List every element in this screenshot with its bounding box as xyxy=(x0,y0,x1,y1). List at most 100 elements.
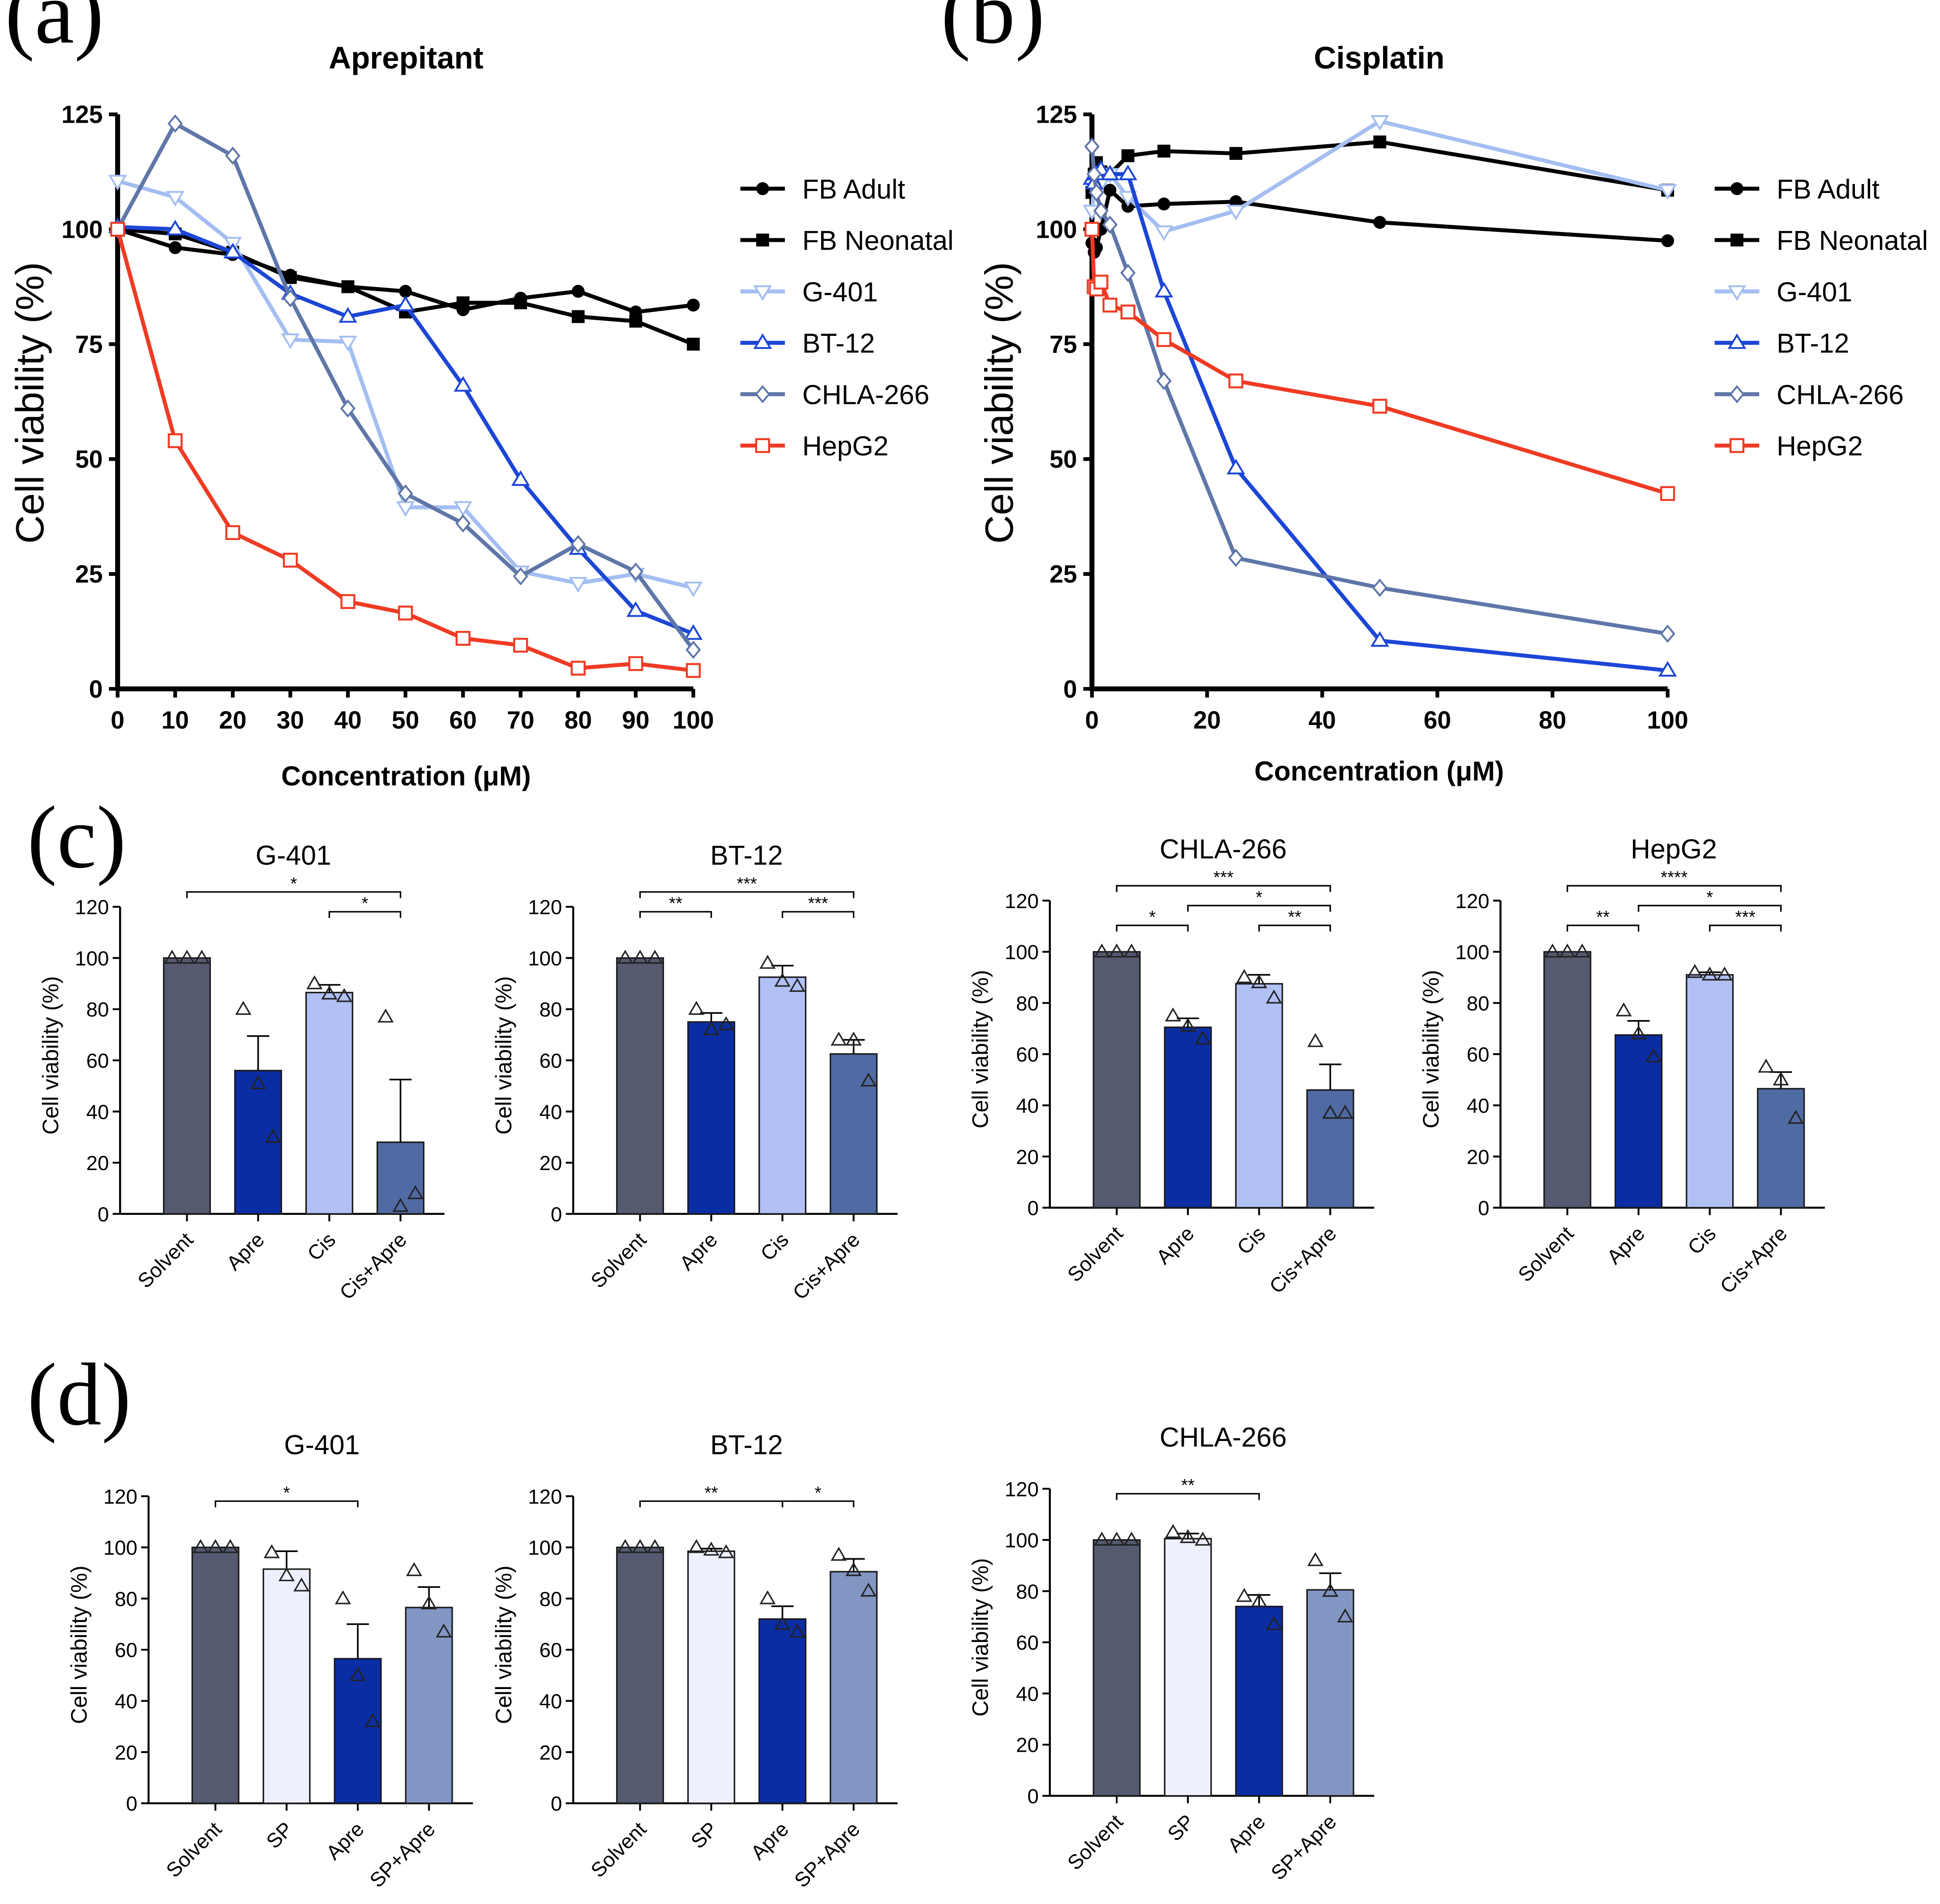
bar-sp xyxy=(262,1568,311,1804)
x-tick-label: SP xyxy=(262,1818,297,1853)
x-tick-label: Solvent xyxy=(1063,1222,1127,1286)
significance-label: * xyxy=(815,1484,822,1503)
significance-label: **** xyxy=(1661,868,1687,888)
significance-label: *** xyxy=(737,874,757,893)
data-point xyxy=(1156,332,1172,347)
legend-item: FB Adult xyxy=(740,174,905,204)
replicate-point xyxy=(265,1128,281,1143)
data-point xyxy=(1118,164,1138,180)
data-point xyxy=(283,289,298,308)
y-tick-label: 50 xyxy=(1049,446,1077,473)
significance-label: * xyxy=(1149,908,1156,927)
significance-label: * xyxy=(1706,888,1713,907)
replicate-point xyxy=(1251,974,1268,988)
data-point xyxy=(570,660,586,676)
x-tick-label: Solvent xyxy=(162,1818,226,1882)
data-point xyxy=(1226,205,1246,221)
series-group xyxy=(1083,115,1677,677)
data-point xyxy=(569,577,588,593)
panel-letter-c: (c) xyxy=(27,789,126,887)
significance-bracket xyxy=(186,891,402,898)
y-tick-label: 75 xyxy=(1049,330,1077,358)
replicate-point xyxy=(617,1539,634,1553)
replicate-point xyxy=(1544,943,1561,958)
data-point xyxy=(338,335,357,352)
legend-marker xyxy=(753,285,772,301)
y-tick-label: 120 xyxy=(75,896,109,919)
x-tick-label: 20 xyxy=(1193,706,1221,734)
x-tick-label: 10 xyxy=(162,706,189,734)
y-axis-label: Cell viability (%) xyxy=(1418,970,1443,1128)
data-point xyxy=(1372,399,1388,414)
x-tick-label: Solvent xyxy=(587,1228,651,1292)
legend-item: BT-12 xyxy=(740,328,875,359)
replicate-point xyxy=(789,978,805,992)
x-tick-label: 40 xyxy=(334,706,362,734)
replicate-point xyxy=(364,1713,381,1727)
data-point xyxy=(340,399,356,418)
data-point xyxy=(1120,304,1135,320)
data-point xyxy=(167,433,183,448)
chart-title: BT-12 xyxy=(710,840,783,871)
data-point xyxy=(571,310,585,323)
x-tick-label: 100 xyxy=(1647,706,1688,734)
data-point xyxy=(167,114,183,133)
replicate-point xyxy=(617,949,634,964)
x-tick-label: 0 xyxy=(1085,706,1099,734)
data-point xyxy=(1154,282,1173,298)
data-point xyxy=(513,567,528,586)
replicate-point xyxy=(321,985,338,1000)
replicate-point xyxy=(334,1590,351,1604)
x-tick-label: SP xyxy=(1163,1810,1199,1845)
y-tick-label: 80 xyxy=(86,998,109,1021)
data-point xyxy=(454,501,472,517)
x-tick-label: SP xyxy=(686,1818,722,1853)
y-tick-label: 0 xyxy=(126,1793,137,1815)
replicate-point xyxy=(1687,964,1703,978)
y-tick-label: 0 xyxy=(98,1203,109,1226)
data-point xyxy=(1372,579,1388,597)
legend-item: G-401 xyxy=(1714,277,1852,307)
legend-label: CHLA-266 xyxy=(1777,379,1904,410)
legend-item: CHLA-266 xyxy=(1714,379,1904,410)
replicate-point xyxy=(293,1577,310,1592)
data-point xyxy=(687,338,700,351)
bar-apre xyxy=(1164,1026,1212,1209)
bar-cis xyxy=(1686,974,1734,1209)
data-point xyxy=(281,333,300,349)
y-tick-label: 0 xyxy=(89,675,103,703)
y-tick-label: 20 xyxy=(1467,1145,1490,1168)
legend-label: G-401 xyxy=(802,277,878,307)
bar-sp-apre xyxy=(1306,1589,1354,1797)
significance-bracket xyxy=(781,911,855,918)
y-tick-label: 60 xyxy=(540,1050,562,1072)
y-tick-label: 0 xyxy=(1478,1197,1489,1220)
replicate-point xyxy=(392,1198,409,1212)
replicate-point xyxy=(845,1031,862,1046)
y-tick-label: 20 xyxy=(540,1741,562,1764)
data-point xyxy=(684,624,703,640)
x-tick-label: Apre xyxy=(222,1228,269,1275)
replicate-point xyxy=(1574,943,1590,958)
y-tick-label: 20 xyxy=(1016,1734,1039,1757)
data-point xyxy=(628,562,643,581)
data-point xyxy=(1103,184,1117,197)
y-tick-label: 0 xyxy=(551,1203,562,1226)
legend-marker xyxy=(1730,182,1743,195)
replicate-point xyxy=(207,1539,224,1553)
legend-label: BT-12 xyxy=(1777,328,1849,359)
x-tick-label: Apre xyxy=(1602,1222,1649,1269)
significance-bracket xyxy=(1567,885,1782,892)
replicate-point xyxy=(647,949,663,964)
data-point xyxy=(513,638,528,653)
bar-solvent xyxy=(616,957,664,1215)
x-tick-label: 60 xyxy=(1424,706,1452,734)
replicate-point xyxy=(1123,1531,1140,1546)
legend-label: BT-12 xyxy=(802,328,875,359)
replicate-point xyxy=(222,1539,239,1553)
data-point xyxy=(511,470,530,486)
y-axis-label: Cell viability (%) xyxy=(8,262,52,544)
data-point xyxy=(108,175,127,191)
y-axis-label: Cell viability (%) xyxy=(968,1558,993,1717)
data-point xyxy=(1373,216,1387,229)
